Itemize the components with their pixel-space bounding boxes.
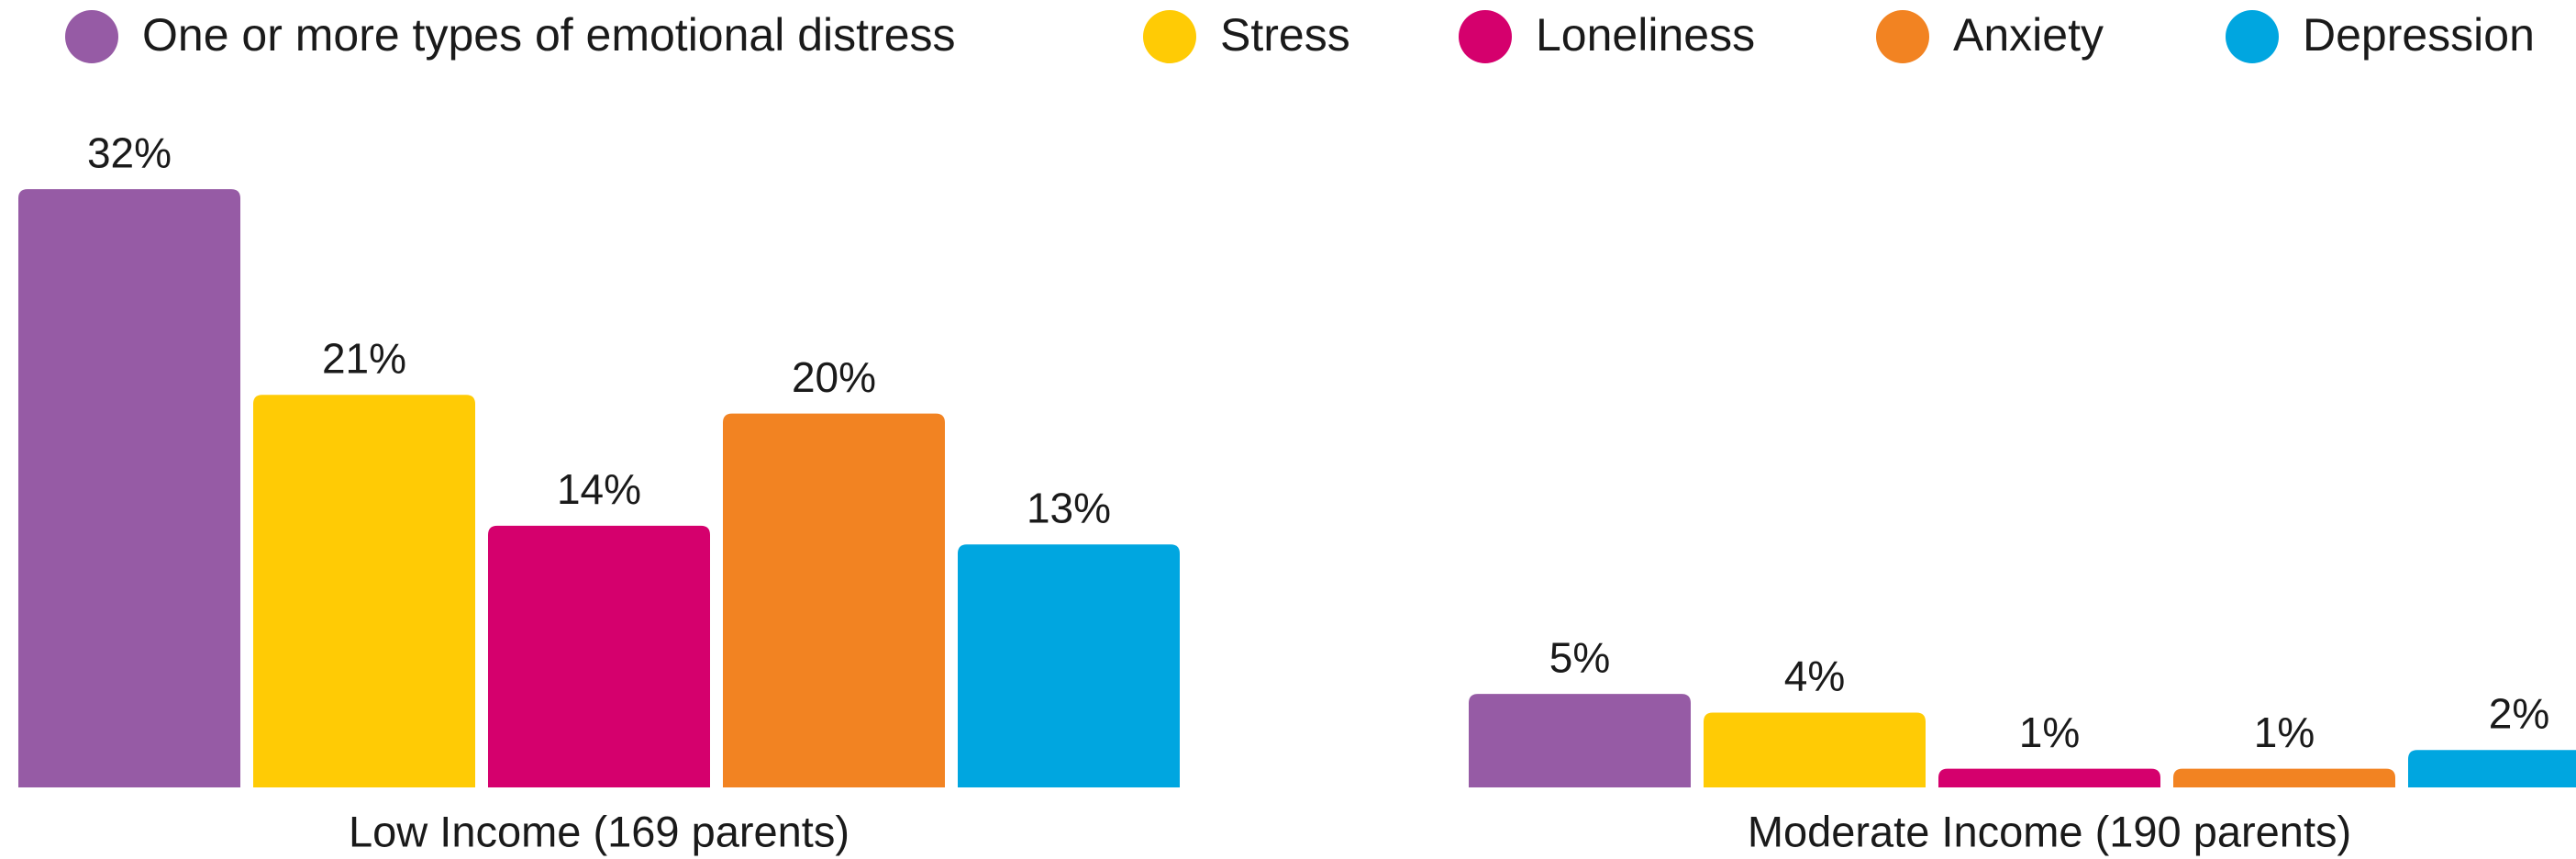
legend-label: One or more types of emotional distress xyxy=(142,9,956,61)
legend-label: Loneliness xyxy=(1536,9,1755,61)
x-tick-label: Low Income (169 parents) xyxy=(349,807,849,855)
bar xyxy=(1704,712,1926,787)
value-label: 20% xyxy=(792,353,876,401)
legend-swatch xyxy=(1143,10,1196,63)
value-label: 4% xyxy=(1784,653,1845,700)
bar xyxy=(18,189,240,787)
legend-label: Depression xyxy=(2303,9,2535,61)
bar xyxy=(1469,694,1691,787)
value-label: 14% xyxy=(557,465,641,513)
value-label: 5% xyxy=(1549,633,1610,681)
bar xyxy=(488,525,710,787)
value-label: 1% xyxy=(2019,708,2080,756)
bar xyxy=(2408,750,2576,787)
value-label: 32% xyxy=(87,128,172,176)
value-label: 1% xyxy=(2254,708,2315,756)
bar xyxy=(723,413,945,787)
bar xyxy=(958,544,1180,787)
bar xyxy=(2173,768,2395,787)
legend-label: Stress xyxy=(1220,9,1350,61)
x-tick-label: Moderate Income (190 parents) xyxy=(1748,807,2351,855)
legend-swatch xyxy=(1876,10,1929,63)
legend-swatch xyxy=(1459,10,1512,63)
bar xyxy=(1938,768,2160,787)
legend-swatch xyxy=(2226,10,2279,63)
bar xyxy=(253,395,475,787)
legend-label: Anxiety xyxy=(1953,9,2104,61)
value-label: 13% xyxy=(1027,484,1111,531)
legend-swatch xyxy=(65,10,118,63)
value-label: 21% xyxy=(322,334,406,382)
value-label: 2% xyxy=(2489,689,2549,737)
